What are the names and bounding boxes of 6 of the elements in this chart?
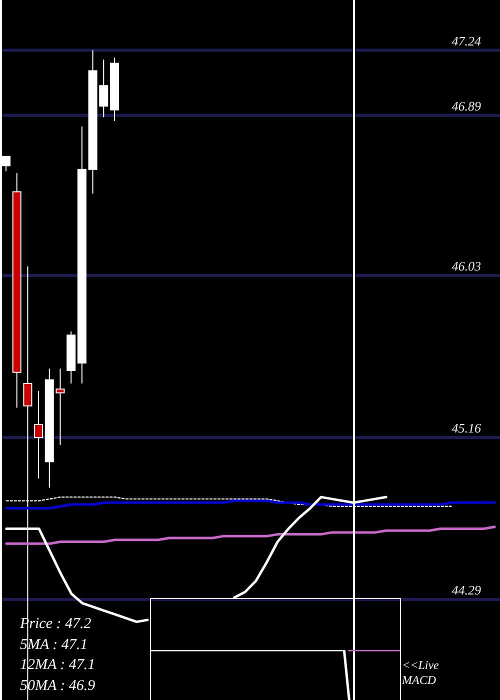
annotation: <<Live MACD <box>402 658 440 688</box>
y-tick-label: 45.16 <box>452 420 482 436</box>
y-tick-label: 46.03 <box>452 258 482 274</box>
y-tick-label: 44.29 <box>452 582 482 598</box>
y-tick-label: 47.24 <box>452 33 482 48</box>
y-tick-label: 46.89 <box>452 98 482 114</box>
